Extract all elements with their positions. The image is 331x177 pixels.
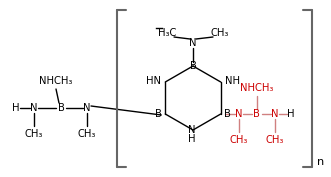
Text: CH₃: CH₃ (265, 135, 284, 145)
Text: n: n (317, 157, 325, 167)
Text: N: N (30, 103, 38, 113)
Text: N: N (271, 109, 278, 119)
Text: H₃C: H₃C (158, 28, 176, 38)
Text: NHCH₃: NHCH₃ (39, 76, 73, 86)
Text: B: B (58, 103, 65, 113)
Text: NHCH₃: NHCH₃ (240, 83, 273, 93)
Text: B: B (156, 109, 162, 119)
Text: B: B (224, 109, 231, 119)
Text: N: N (83, 103, 91, 113)
Text: CH₃: CH₃ (229, 135, 248, 145)
Text: H: H (188, 134, 196, 144)
Text: H: H (12, 103, 20, 113)
Text: CH₃: CH₃ (25, 129, 43, 139)
Text: CH₃: CH₃ (78, 129, 96, 139)
Text: B: B (190, 61, 196, 71)
Text: N: N (188, 125, 196, 135)
Text: HN: HN (146, 76, 161, 86)
Text: B: B (253, 109, 260, 119)
Text: CH₃: CH₃ (211, 28, 229, 38)
Text: N: N (189, 38, 197, 48)
Text: H: H (287, 109, 295, 119)
Text: N: N (235, 109, 243, 119)
Text: NH: NH (225, 76, 240, 86)
